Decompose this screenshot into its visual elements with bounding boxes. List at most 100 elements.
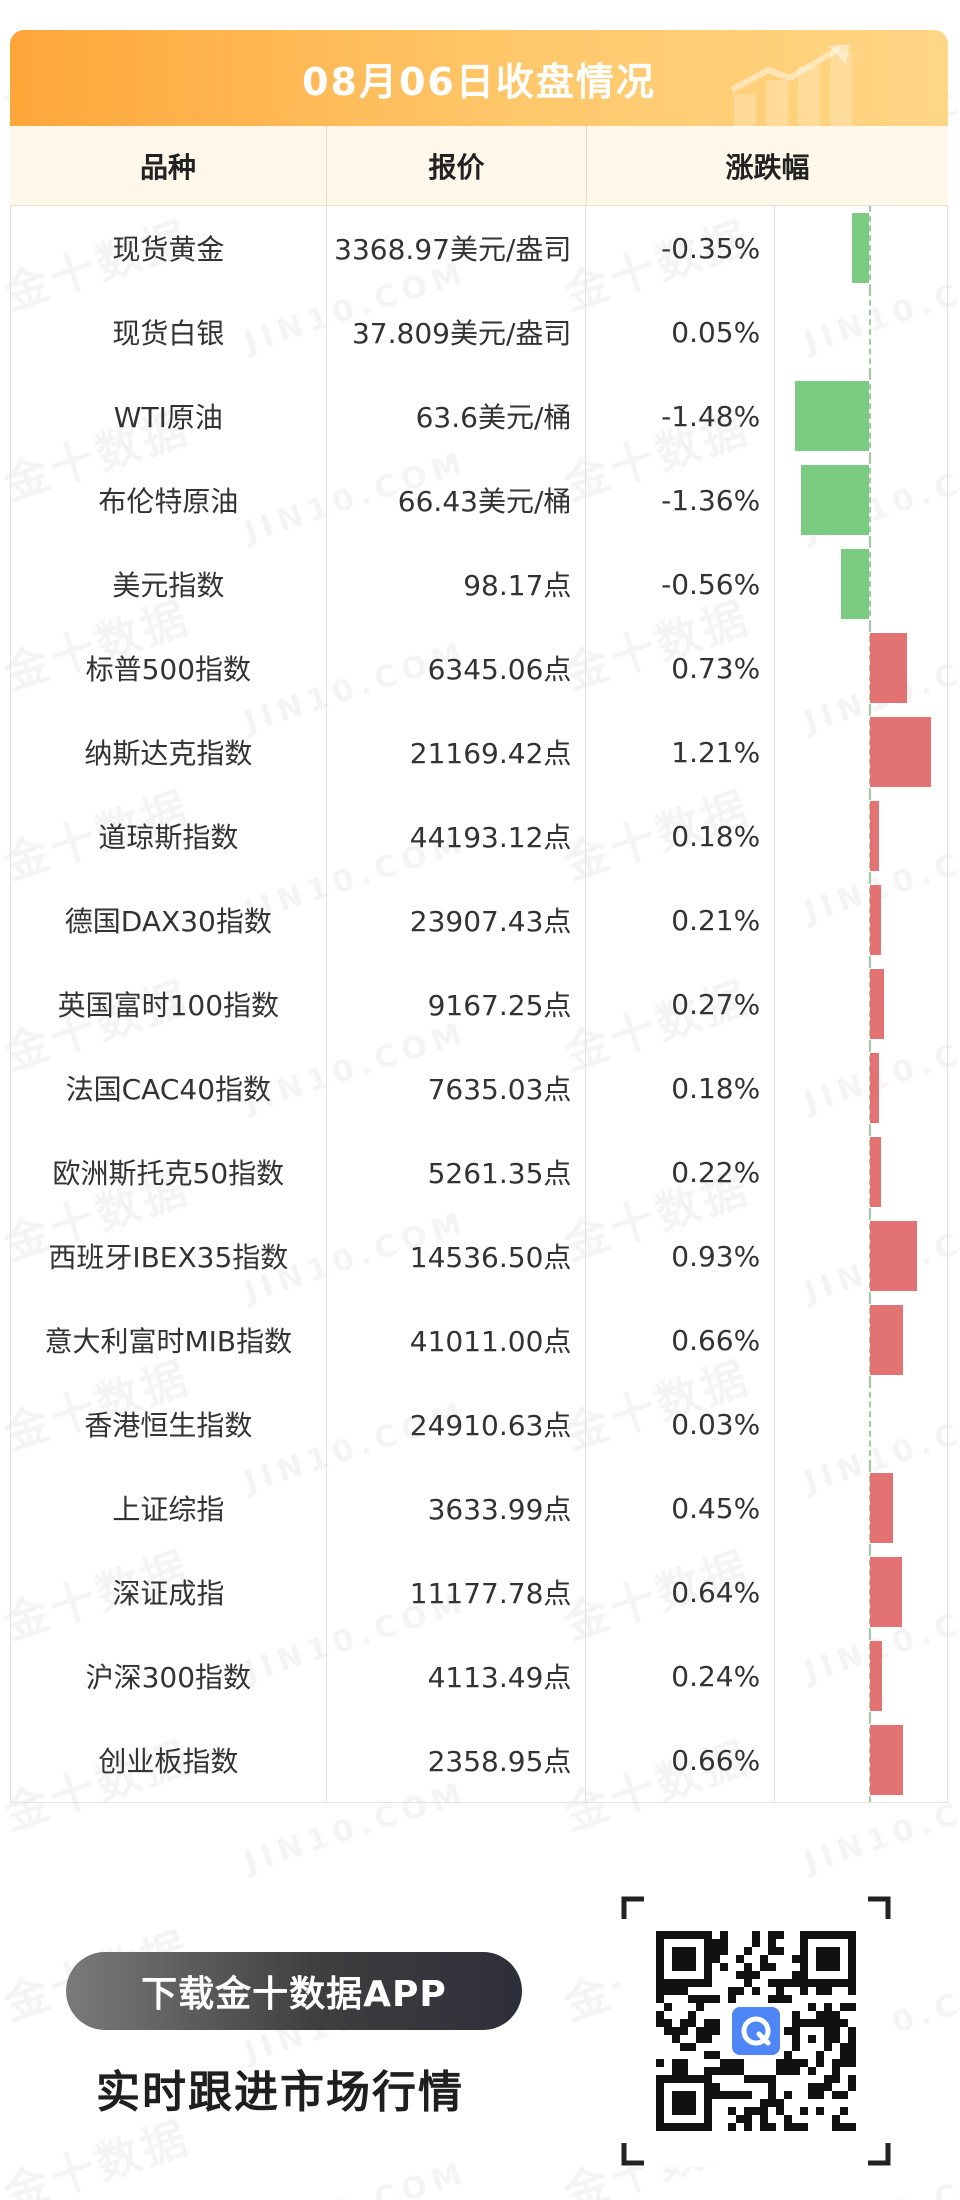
positive-change-bar (870, 717, 931, 787)
table-row: 标普500指数 6345.06点 0.73% (11, 626, 947, 710)
instrument-change: 0.66% (586, 1718, 776, 1802)
page-title: 08月06日收盘情况 (302, 59, 656, 104)
change-bar-cell (775, 542, 947, 626)
change-bar-cell (775, 290, 947, 374)
zero-line (869, 374, 872, 458)
table-row: WTI原油 63.6美元/桶 -1.48% (11, 374, 947, 458)
positive-change-bar (870, 1221, 917, 1291)
instrument-name: 沪深300指数 (11, 1634, 327, 1718)
download-app-button[interactable]: 下载金十数据APP (66, 1952, 522, 2030)
change-bar-cell (775, 1298, 947, 1382)
card-header: 08月06日收盘情况 (10, 30, 948, 126)
table-row: 法国CAC40指数 7635.03点 0.18% (11, 1046, 947, 1130)
slogan: 实时跟进市场行情 (96, 2067, 464, 2118)
instrument-change: 0.22% (586, 1130, 776, 1214)
instrument-name: 美元指数 (11, 542, 327, 626)
instrument-price: 2358.95点 (327, 1718, 587, 1802)
change-bar-cell (775, 962, 947, 1046)
table-row: 香港恒生指数 24910.63点 0.03% (11, 1382, 947, 1466)
instrument-change: 0.21% (586, 878, 776, 962)
instrument-name: 现货白银 (11, 290, 327, 374)
instrument-change: 0.64% (586, 1550, 776, 1634)
instrument-name: 上证综指 (11, 1466, 327, 1550)
instrument-price: 63.6美元/桶 (327, 374, 587, 458)
instrument-name: 道琼斯指数 (11, 794, 327, 878)
instrument-change: 1.21% (586, 710, 776, 794)
positive-change-bar (870, 1641, 883, 1711)
positive-change-bar (870, 1557, 903, 1627)
change-bar-cell (775, 1382, 947, 1466)
instrument-price: 37.809美元/盎司 (327, 290, 587, 374)
change-bar-cell (775, 626, 947, 710)
instrument-price: 21169.42点 (327, 710, 587, 794)
zero-line (869, 542, 872, 626)
change-bar-cell (775, 1214, 947, 1298)
instrument-price: 3633.99点 (327, 1466, 587, 1550)
instrument-name: 欧洲斯托克50指数 (11, 1130, 327, 1214)
negative-change-bar (851, 213, 870, 283)
instrument-name: 深证成指 (11, 1550, 327, 1634)
instrument-price: 3368.97美元/盎司 (327, 206, 587, 290)
change-bar-cell (775, 1550, 947, 1634)
instrument-name: 意大利富时MIB指数 (11, 1298, 327, 1382)
instrument-name: 创业板指数 (11, 1718, 327, 1802)
table-row: 深证成指 11177.78点 0.64% (11, 1550, 947, 1634)
table-row: 创业板指数 2358.95点 0.66% (11, 1718, 947, 1802)
instrument-name: 纳斯达克指数 (11, 710, 327, 794)
instrument-name: 西班牙IBEX35指数 (11, 1214, 327, 1298)
table-body: 现货黄金 3368.97美元/盎司 -0.35% 现货白银 37.809美元/盎司 0.0… (10, 206, 948, 1803)
zero-line (869, 206, 872, 290)
change-bar-cell (775, 206, 947, 290)
instrument-price: 11177.78点 (327, 1550, 587, 1634)
instrument-change: -1.36% (586, 458, 776, 542)
change-bar-cell (775, 1634, 947, 1718)
footer: 下载金十数据APP 实时跟进市场行情 (0, 1860, 960, 2200)
instrument-name: 法国CAC40指数 (11, 1046, 327, 1130)
table-row: 现货黄金 3368.97美元/盎司 -0.35% (11, 206, 947, 290)
instrument-price: 14536.50点 (327, 1214, 587, 1298)
change-bar-cell (775, 878, 947, 962)
instrument-price: 24910.63点 (327, 1382, 587, 1466)
instrument-price: 6345.06点 (327, 626, 587, 710)
positive-change-bar (870, 969, 884, 1039)
instrument-price: 9167.25点 (327, 962, 587, 1046)
change-bar-cell (775, 1046, 947, 1130)
column-header-name: 品种 (10, 126, 327, 205)
positive-change-bar (870, 801, 880, 871)
market-summary-card: 08月06日收盘情况 品种 报价 涨跌幅 现货黄金 3368.97美元/盎司 -0.… (10, 30, 948, 1805)
change-bar-cell (775, 1466, 947, 1550)
table-row: 美元指数 98.17点 -0.56% (11, 542, 947, 626)
positive-change-bar (870, 1725, 904, 1795)
negative-change-bar (795, 381, 870, 451)
positive-change-bar (870, 885, 881, 955)
instrument-price: 44193.12点 (327, 794, 587, 878)
table-row: 德国DAX30指数 23907.43点 0.21% (11, 878, 947, 962)
table-row: 意大利富时MIB指数 41011.00点 0.66% (11, 1298, 947, 1382)
change-bar-cell (775, 710, 947, 794)
instrument-change: 0.18% (586, 1046, 776, 1130)
instrument-change: 0.66% (586, 1298, 776, 1382)
instrument-price: 4113.49点 (327, 1634, 587, 1718)
change-bar-cell (775, 794, 947, 878)
instrument-name: 现货黄金 (11, 206, 327, 290)
instrument-change: -0.35% (586, 206, 776, 290)
positive-change-bar (870, 1137, 882, 1207)
instrument-change: 0.93% (586, 1214, 776, 1298)
table-row: 纳斯达克指数 21169.42点 1.21% (11, 710, 947, 794)
instrument-name: WTI原油 (11, 374, 327, 458)
zero-line (869, 290, 872, 374)
positive-change-bar (870, 633, 907, 703)
instrument-change: 0.05% (586, 290, 776, 374)
table-row: 西班牙IBEX35指数 14536.50点 0.93% (11, 1214, 947, 1298)
column-header-change: 涨跌幅 (725, 150, 810, 184)
instrument-name: 标普500指数 (11, 626, 327, 710)
table-row: 沪深300指数 4113.49点 0.24% (11, 1634, 947, 1718)
change-bar-cell (775, 1130, 947, 1214)
instrument-price: 7635.03点 (327, 1046, 587, 1130)
instrument-price: 23907.43点 (327, 878, 587, 962)
jin10-logo-icon (728, 2003, 784, 2059)
instrument-price: 5261.35点 (327, 1130, 587, 1214)
table-header: 品种 报价 涨跌幅 (10, 126, 948, 206)
negative-change-bar (801, 465, 870, 535)
qr-code-icon (620, 1895, 892, 2167)
